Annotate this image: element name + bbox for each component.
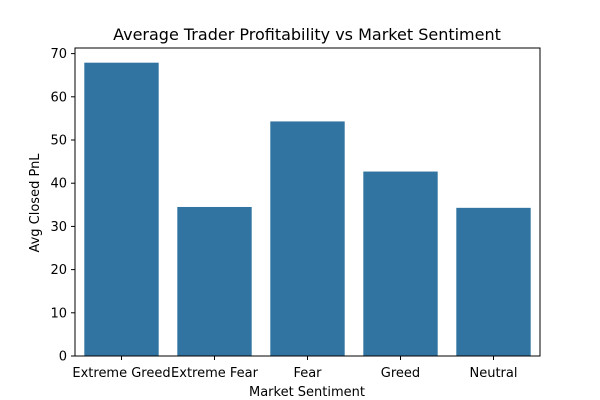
y-ticks-layer: 0 10 20 30 40 50 60 70 bbox=[50, 47, 75, 365]
bars-layer bbox=[84, 62, 531, 357]
x-tick-label: Extreme Fear bbox=[171, 366, 259, 381]
y-tick-label: 20 bbox=[50, 263, 67, 278]
y-tick-label: 50 bbox=[50, 134, 67, 149]
bar-fear bbox=[270, 121, 345, 356]
x-tick-label: Greed bbox=[381, 366, 420, 381]
y-tick-label: 40 bbox=[50, 177, 67, 192]
bar-extreme-greed bbox=[84, 62, 159, 357]
y-tick-label: 10 bbox=[50, 306, 67, 321]
x-tick-label: Extreme Greed bbox=[72, 366, 170, 381]
y-tick-label: 30 bbox=[50, 220, 67, 235]
chart-title: Average Trader Profitability vs Market S… bbox=[113, 25, 501, 44]
y-tick-label: 0 bbox=[59, 350, 67, 365]
x-tick-label: Fear bbox=[293, 366, 322, 381]
y-tick-label: 70 bbox=[50, 47, 67, 62]
bar-extreme-fear bbox=[177, 206, 252, 356]
y-tick-label: 60 bbox=[50, 90, 67, 105]
x-tick-label: Neutral bbox=[470, 366, 518, 381]
x-ticks-layer: Extreme Greed Extreme Fear Fear Greed Neutra… bbox=[72, 356, 517, 381]
bar-neutral bbox=[456, 207, 531, 356]
x-axis-label: Market Sentiment bbox=[249, 385, 365, 400]
y-axis-label: Avg Closed PnL bbox=[28, 153, 43, 253]
bar-greed bbox=[363, 171, 438, 356]
